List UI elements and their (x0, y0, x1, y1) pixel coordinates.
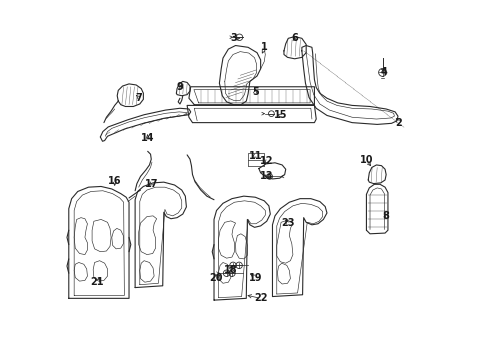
Text: 20: 20 (209, 273, 222, 283)
Text: 12: 12 (260, 156, 273, 166)
Text: 3: 3 (230, 33, 237, 43)
Text: 4: 4 (380, 67, 387, 77)
Text: 5: 5 (251, 87, 258, 97)
Text: 1: 1 (260, 42, 267, 52)
Text: 9: 9 (176, 82, 183, 92)
Text: 19: 19 (248, 273, 262, 283)
Text: 21: 21 (91, 277, 104, 287)
Text: 14: 14 (141, 133, 154, 143)
Text: 6: 6 (291, 33, 298, 43)
Text: 13: 13 (260, 171, 273, 181)
Text: 10: 10 (359, 155, 372, 165)
Text: 18: 18 (224, 265, 237, 275)
Text: 17: 17 (144, 179, 158, 189)
Text: 16: 16 (108, 176, 121, 186)
Text: 22: 22 (253, 293, 267, 303)
Text: 15: 15 (273, 111, 286, 121)
Text: 23: 23 (280, 218, 294, 228)
Text: 2: 2 (394, 118, 401, 128)
Text: 11: 11 (248, 150, 262, 161)
Text: 7: 7 (135, 93, 142, 103)
Text: 8: 8 (382, 211, 389, 221)
